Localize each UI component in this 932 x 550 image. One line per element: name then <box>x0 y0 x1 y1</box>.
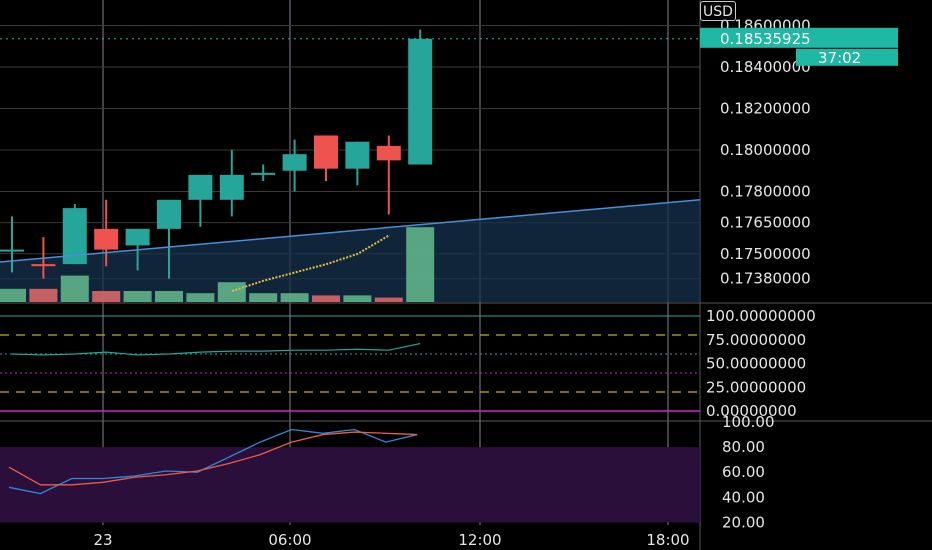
candle-body <box>188 174 213 200</box>
time-tick-label: 06:00 <box>268 531 311 549</box>
candle-body <box>125 228 150 246</box>
price-tick-label: 0.18000000 <box>720 141 811 159</box>
stoch-tick-label: 100.00 <box>722 413 775 431</box>
volume-bar <box>406 227 435 302</box>
candle <box>345 141 370 186</box>
stoch-tick-label: 40.00 <box>722 488 765 506</box>
price-tick-label: 0.17500000 <box>720 245 811 263</box>
rsi-tick-label: 75.00000000 <box>706 331 806 349</box>
candle <box>251 164 276 182</box>
candle-body <box>345 141 370 169</box>
candle <box>157 199 181 279</box>
price-tick-label: 0.18200000 <box>720 100 811 118</box>
volume-bar <box>123 291 152 302</box>
stoch-tick-label: 20.00 <box>722 513 765 531</box>
candle <box>282 139 307 192</box>
countdown-badge <box>796 48 898 66</box>
time-tick-label: 23 <box>93 531 112 549</box>
volume-bar <box>60 275 89 302</box>
countdown-label: 37:02 <box>818 49 861 67</box>
rsi-tick-label: 0.00000000 <box>706 402 797 420</box>
volume-bars <box>0 227 435 302</box>
stoch-d-line <box>8 431 418 486</box>
price-tick-label: 0.18400000 <box>720 58 811 76</box>
current-price-badge <box>700 27 898 48</box>
candle-body <box>376 145 401 161</box>
candle-body <box>251 172 276 175</box>
price-tick-label: 0.17650000 <box>720 214 811 232</box>
volume-bar <box>0 288 26 302</box>
currency-badge[interactable]: USD <box>700 1 736 21</box>
candle-body <box>408 38 433 165</box>
candle-body <box>219 174 244 200</box>
volume-bar <box>217 282 246 302</box>
candle-body <box>31 264 56 267</box>
volume-bar <box>312 295 340 302</box>
volume-bar <box>92 291 121 302</box>
stoch-rsi-pane[interactable] <box>0 428 700 523</box>
rsi-tick-label: 50.00000000 <box>706 355 806 373</box>
moving-average-line <box>231 234 391 293</box>
current-price-label: 0.18535925 <box>720 30 811 48</box>
candle-body <box>94 228 119 250</box>
stoch-tick-label: 60.00 <box>722 463 765 481</box>
rsi-tick-label: 25.00000000 <box>706 378 806 396</box>
volume-bar <box>155 291 183 302</box>
trendline <box>0 199 701 263</box>
trend-channel-fill <box>0 199 700 302</box>
candle <box>219 150 244 217</box>
price-tick-label: 0.17380000 <box>720 270 811 288</box>
candle-body <box>282 154 307 171</box>
candle <box>0 216 24 273</box>
candle-body <box>157 199 181 229</box>
candle <box>188 174 213 227</box>
volume-bar <box>280 293 309 302</box>
time-axis[interactable]: 23 06:00 12:00 18:00 <box>93 531 689 549</box>
volume-bar <box>374 297 403 302</box>
price-pane[interactable] <box>0 29 701 302</box>
volume-bar <box>249 293 278 302</box>
price-axis[interactable]: 0.186000000.184000000.182000000.18000000… <box>700 17 898 532</box>
overlay-lines <box>0 38 701 293</box>
candle-body <box>0 249 24 252</box>
candle-body <box>314 135 338 169</box>
candle <box>94 199 119 267</box>
time-tick-label: 18:00 <box>646 531 689 549</box>
rsi-pane[interactable] <box>0 315 700 412</box>
price-tick-label: 0.17800000 <box>720 183 811 201</box>
volume-bar <box>29 288 58 302</box>
volume-bar <box>343 295 372 302</box>
rsi-line <box>11 342 421 356</box>
candle <box>376 135 401 215</box>
rsi-tick-label: 100.00000000 <box>706 307 816 325</box>
time-tick-label: 12:00 <box>458 531 501 549</box>
volume-bar <box>186 293 215 302</box>
candle <box>408 29 433 165</box>
stoch-tick-label: 80.00 <box>722 438 765 456</box>
stoch-band-fill <box>0 447 700 523</box>
candle <box>314 135 338 182</box>
stoch-k-line <box>8 428 418 495</box>
